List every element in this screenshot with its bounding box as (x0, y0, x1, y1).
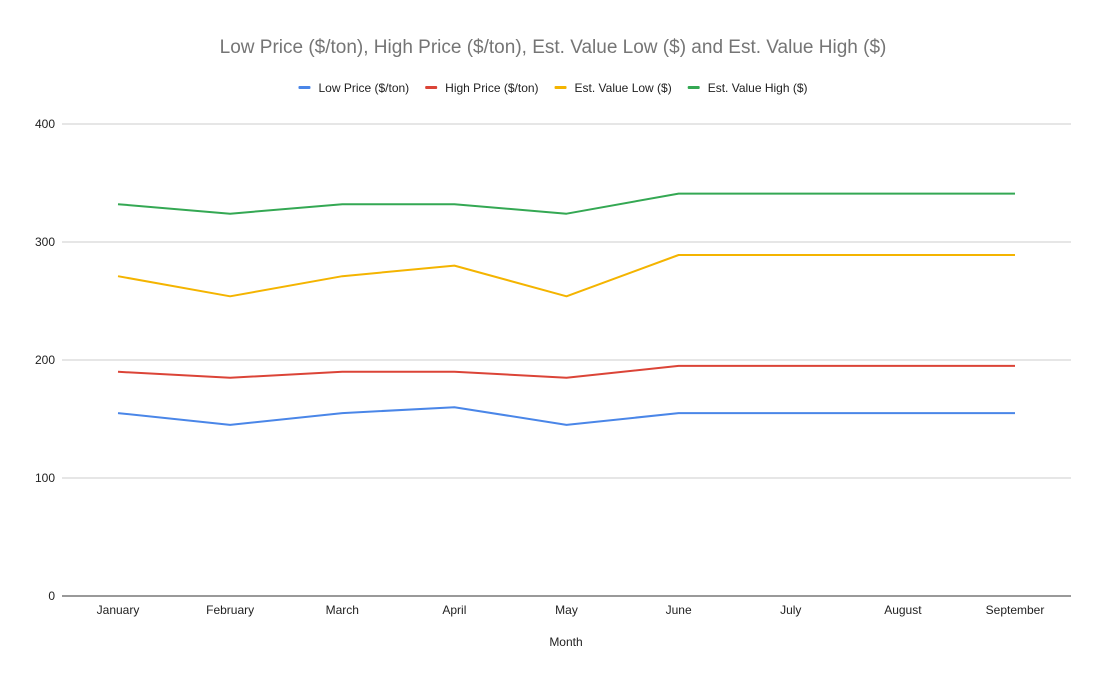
legend-item: Low Price ($/ton) (298, 81, 409, 95)
x-axis-label: Month (549, 635, 582, 649)
y-tick-label: 400 (35, 117, 55, 131)
x-tick-label: February (206, 603, 254, 617)
y-tick-label: 300 (35, 235, 55, 249)
legend-swatch (298, 86, 311, 89)
chart-title: Low Price ($/ton), High Price ($/ton), E… (220, 37, 887, 58)
series-line (117, 192, 1015, 215)
x-axis-ticks: January February March April May June July Augu… (97, 603, 1045, 617)
legend-label: Est. Value Low ($) (575, 81, 672, 95)
x-tick-label: March (326, 603, 359, 617)
y-axis-ticks: 0 100 200 300 400 (35, 117, 55, 603)
y-tick-label: 100 (35, 471, 55, 485)
x-tick-label: January (97, 603, 140, 617)
legend-swatch (554, 86, 567, 89)
series-line (117, 406, 1015, 426)
series-line (117, 364, 1015, 379)
legend-label: Est. Value High ($) (708, 81, 808, 95)
x-tick-label: May (555, 603, 578, 617)
legend-item: Est. Value High ($) (687, 81, 808, 95)
series-lines (117, 192, 1015, 426)
legend-item: High Price ($/ton) (425, 81, 539, 95)
legend-swatch (687, 86, 700, 89)
y-tick-label: 0 (48, 589, 55, 603)
legend: Low Price ($/ton) High Price ($/ton) Est. … (298, 81, 808, 95)
x-tick-label: September (986, 603, 1045, 617)
legend-label: High Price ($/ton) (445, 81, 538, 95)
legend-label: Low Price ($/ton) (318, 81, 409, 95)
legend-swatch (425, 86, 438, 89)
x-tick-label: June (666, 603, 692, 617)
x-tick-label: April (442, 603, 466, 617)
y-tick-label: 200 (35, 353, 55, 367)
x-tick-label: July (780, 603, 801, 617)
x-tick-label: August (884, 603, 922, 617)
series-line (117, 254, 1015, 298)
legend-item: Est. Value Low ($) (554, 81, 672, 95)
gridlines (62, 123, 1071, 597)
